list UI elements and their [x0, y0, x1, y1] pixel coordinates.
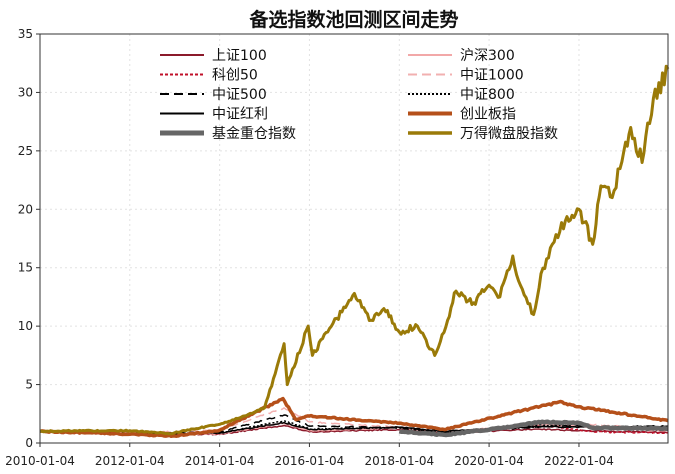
- x-tick-label: 2014-01-04: [185, 454, 255, 468]
- legend-label-6: 中证红利: [212, 107, 268, 123]
- x-tick-label: 2010-01-04: [5, 454, 75, 468]
- legend-label-0: 上证100: [212, 48, 267, 64]
- x-axis: 2010-01-04 2012-01-04 2014-01-04 2016-01-04…: [5, 443, 614, 468]
- x-tick-label: 2012-01-04: [95, 454, 165, 468]
- legend-label-1: 沪深300: [460, 48, 515, 64]
- legend-label-5: 中证800: [460, 87, 515, 103]
- series-line-8: [398, 419, 669, 438]
- legend: 上证100 沪深300 科创50 中证1000 中证500 中证800 中证红利 创业板指基金…: [160, 48, 558, 142]
- y-axis: 0 5 10 15 20 25 30 35: [18, 27, 40, 450]
- y-tick-label: 0: [25, 436, 33, 450]
- x-tick-label: 2016-01-04: [275, 454, 345, 468]
- legend-label-2: 科创50: [212, 68, 258, 84]
- chart-title: 备选指数池回测区间走势: [248, 8, 458, 31]
- x-tick-label: 2020-01-04: [454, 454, 524, 468]
- legend-label-7: 创业板指: [460, 107, 516, 123]
- x-tick-label: 2018-01-04: [364, 454, 434, 468]
- series-line-9: [39, 64, 670, 436]
- legend-label-4: 中证500: [212, 87, 267, 103]
- y-tick-label: 10: [18, 319, 33, 333]
- y-tick-label: 20: [18, 202, 33, 216]
- grid-lines: [39, 33, 668, 444]
- legend-label-9: 万得微盘股指数: [460, 125, 558, 142]
- y-tick-label: 30: [18, 85, 33, 99]
- y-tick-label: 25: [18, 144, 33, 158]
- x-tick-label: 2022-01-04: [544, 454, 614, 468]
- y-tick-label: 15: [18, 261, 33, 275]
- legend-label-3: 中证1000: [460, 68, 524, 84]
- y-tick-label: 5: [25, 378, 33, 392]
- plot-frame: [39, 33, 669, 444]
- legend-label-8: 基金重仓指数: [212, 125, 296, 142]
- series-line-7: [39, 396, 669, 439]
- series-lines: [39, 64, 670, 439]
- y-tick-label: 35: [18, 27, 33, 41]
